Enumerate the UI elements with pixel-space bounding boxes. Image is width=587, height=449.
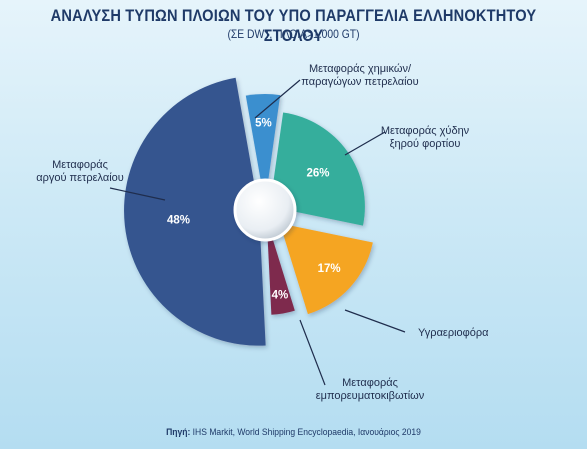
- slice-category-label: Υγραεριοφόρα: [418, 327, 489, 339]
- chart-title: ΑΝΑΛΥΣΗ ΤΥΠΩΝ ΠΛΟΙΩΝ ΤΟΥ ΥΠΟ ΠΑΡΑΓΓΕΛΙΑ …: [50, 6, 537, 45]
- leader-line: [344, 131, 386, 156]
- slice-value-label: 4%: [272, 290, 289, 302]
- chart-subtitle: (ΣΕ DWT, ΠΛΟΙΑ>1.000 GT): [227, 27, 360, 41]
- pie-slice: [124, 77, 266, 346]
- slice-value-label: 17%: [318, 263, 341, 275]
- source-text: IHS Markit, World Shipping Encyclopaedia…: [190, 427, 421, 438]
- slice-value-label: 26%: [307, 168, 330, 180]
- source-prefix: Πηγή:: [166, 427, 191, 438]
- center-hub: [233, 178, 297, 242]
- slice-value-label: 5%: [255, 118, 272, 130]
- leader-line: [109, 187, 166, 201]
- leader-line: [299, 319, 326, 386]
- leader-line: [344, 309, 406, 333]
- slice-value-label: 48%: [167, 215, 190, 227]
- pie-slice: [279, 223, 373, 315]
- pie-slice: [266, 219, 295, 315]
- slice-category-label: Μεταφοράς αργού πετρελαίου: [36, 159, 124, 184]
- pie-slice: [245, 94, 281, 205]
- slice-category-label: Μεταφοράς εμπορευματοκιβωτίων: [316, 377, 425, 402]
- leader-line: [254, 79, 301, 119]
- slice-category-label: Μεταφοράς χημικών/παραγώγων πετρελαίου: [301, 63, 418, 88]
- source-note: Πηγή: IHS Markit, World Shipping Encyclo…: [29, 427, 557, 438]
- slice-category-label: Μεταφοράς χύδην ξηρού φορτίου: [381, 125, 470, 150]
